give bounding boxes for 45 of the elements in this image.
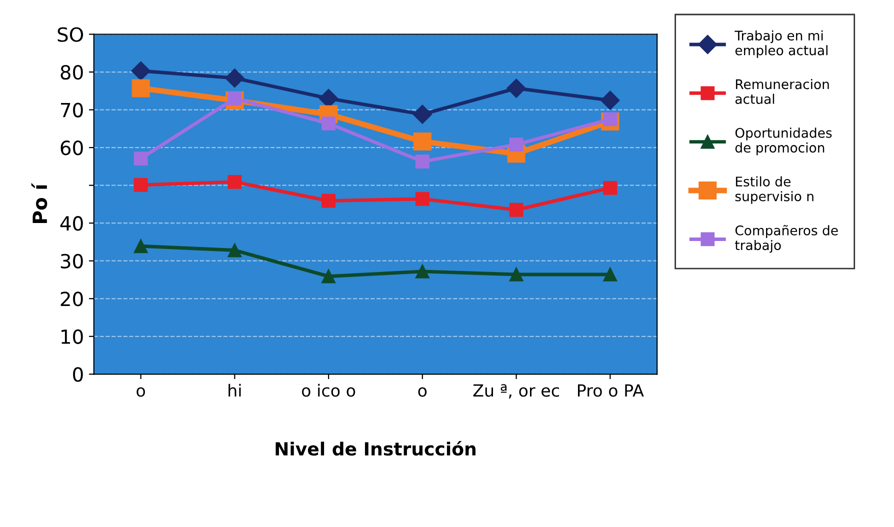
point (225, 68, 244, 88)
x-axis-title: Nivel de Instrucción (276, 440, 476, 456)
y-tick-label: 10 (62, 329, 83, 344)
point (506, 78, 526, 98)
point (132, 79, 150, 98)
point (600, 90, 620, 110)
point (603, 181, 618, 195)
y-axis-title: Po í (31, 182, 48, 223)
y-tick-label: 20 (60, 292, 83, 306)
point (412, 104, 432, 124)
point (509, 268, 524, 282)
legend-label: Estilo de supervisio n (735, 176, 814, 204)
point (509, 202, 524, 217)
y-tick-label: 60 (60, 140, 83, 156)
legend-label: Trabajo en mi empleo actual (734, 30, 828, 58)
y-tick-label: SO (58, 27, 84, 42)
x-tick-label: hi (228, 384, 241, 397)
legend-label: Remuneracion actual (735, 78, 829, 104)
x-tick-label: o (136, 387, 145, 397)
point (322, 116, 336, 130)
y-tick-label: 0 (73, 367, 83, 382)
legend-label: Oportunidades de promocion (735, 128, 832, 156)
point (131, 61, 150, 80)
x-tick-label: o (418, 387, 427, 397)
point (134, 239, 148, 254)
y-tick-label: 70 (61, 102, 83, 118)
point (134, 152, 148, 166)
y-tick-label: 40 (60, 216, 83, 231)
point (509, 138, 524, 152)
point (322, 194, 336, 208)
legend-label: Compañeros de trabajo (735, 224, 838, 253)
y-tick-label: 30 (60, 254, 83, 269)
point (228, 174, 242, 189)
x-tick-label: Pro o PA (578, 384, 644, 397)
point (322, 269, 336, 284)
y-tick-label: 80 (60, 64, 83, 80)
point (415, 154, 430, 168)
point (413, 132, 432, 151)
x-tick-label: o ico o (302, 384, 356, 397)
point (415, 264, 430, 278)
point (415, 192, 430, 206)
point (603, 268, 618, 282)
point (134, 178, 148, 192)
x-tick-label: Zu ª, or ec (473, 384, 559, 398)
point (228, 243, 242, 258)
